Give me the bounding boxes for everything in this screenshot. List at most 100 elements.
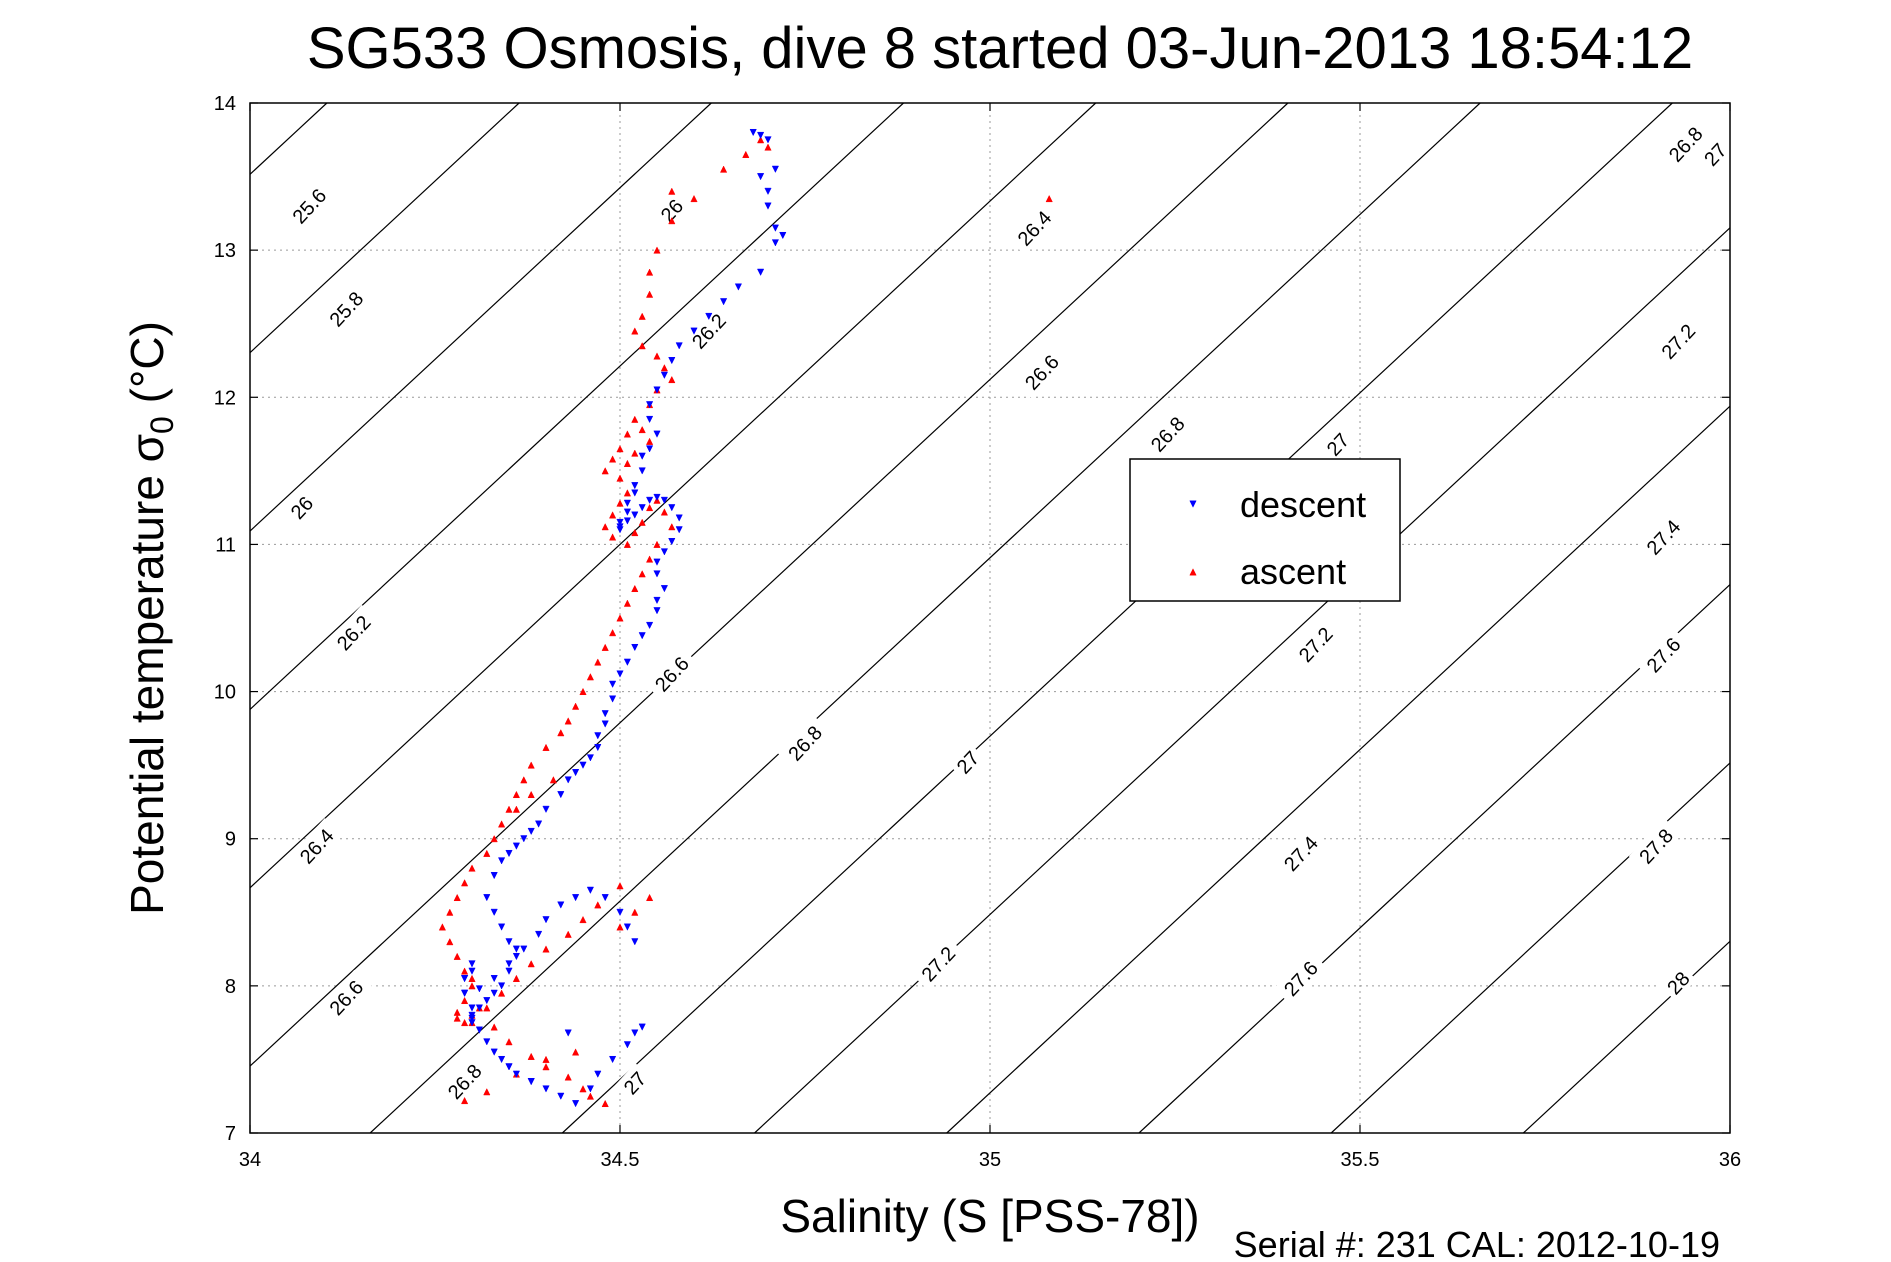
legend-box bbox=[1129, 458, 1401, 602]
ascent-point bbox=[453, 893, 461, 902]
ascent-point bbox=[579, 1085, 587, 1093]
ascent-point bbox=[453, 1014, 461, 1022]
ascent-point bbox=[645, 268, 654, 276]
ascent-point bbox=[446, 937, 454, 946]
descent-point bbox=[468, 1014, 476, 1022]
y-tick-label: 9 bbox=[225, 829, 236, 851]
ascent-point bbox=[690, 194, 698, 203]
ascent-point bbox=[564, 1073, 572, 1081]
descent-point bbox=[564, 776, 572, 784]
descent-point bbox=[675, 526, 683, 534]
ascent-point bbox=[668, 523, 676, 531]
ascent-point bbox=[653, 246, 661, 254]
descent-point bbox=[638, 632, 646, 640]
chart-title: SG533 Osmosis, dive 8 started 03-Jun-201… bbox=[307, 16, 1693, 81]
descent-point bbox=[653, 430, 661, 438]
ascent-point bbox=[571, 1048, 580, 1056]
descent-point bbox=[490, 1048, 498, 1056]
ascent-point bbox=[579, 915, 587, 924]
ascent-point bbox=[631, 415, 639, 423]
contour-label-background bbox=[1140, 406, 1194, 461]
descent-point bbox=[505, 849, 513, 858]
ascent-point bbox=[616, 499, 624, 507]
descent-point bbox=[460, 975, 469, 983]
ascent-point bbox=[527, 761, 535, 769]
descent-point bbox=[542, 805, 550, 814]
y-axis-label-unit: (°C) bbox=[121, 321, 173, 416]
descent-point bbox=[534, 930, 543, 939]
descent-point bbox=[542, 916, 550, 924]
ascent-point bbox=[638, 518, 646, 526]
descent-point bbox=[756, 268, 765, 276]
y-tick-label: 13 bbox=[214, 240, 236, 262]
contour-label-background bbox=[1628, 818, 1682, 873]
descent-point bbox=[586, 886, 595, 894]
ascent-point bbox=[564, 930, 572, 938]
descent-point bbox=[653, 596, 661, 605]
descent-point bbox=[638, 1023, 646, 1031]
ascent-point bbox=[616, 923, 624, 931]
descent-point bbox=[645, 401, 654, 409]
ascent-point bbox=[638, 570, 646, 578]
descent-points bbox=[460, 128, 787, 1108]
ascent-point bbox=[623, 459, 632, 467]
descent-point bbox=[653, 570, 661, 578]
descent-point bbox=[483, 1038, 491, 1046]
contour-label-background bbox=[910, 935, 964, 991]
ascent-point bbox=[483, 1004, 491, 1012]
contour-label-background bbox=[681, 303, 735, 358]
ascent-point bbox=[608, 455, 617, 463]
ascent-point bbox=[742, 150, 750, 158]
contour-label-background bbox=[282, 487, 321, 527]
y-tick-label: 12 bbox=[214, 387, 236, 409]
descent-point bbox=[631, 1029, 639, 1037]
ascent-point bbox=[460, 1018, 469, 1027]
contour-label-background bbox=[1695, 134, 1734, 173]
ascent-point bbox=[468, 982, 476, 990]
contour-line bbox=[249, 102, 520, 354]
descent-point bbox=[512, 1070, 521, 1078]
descent-point bbox=[520, 945, 528, 953]
descent-point bbox=[756, 173, 765, 181]
descent-point bbox=[571, 1100, 580, 1108]
contour-label-background bbox=[948, 742, 987, 781]
ascent-point bbox=[549, 776, 558, 784]
ascent-point bbox=[645, 893, 654, 902]
legend-marker-ascent bbox=[1189, 568, 1197, 576]
descent-point bbox=[645, 496, 654, 505]
descent-point bbox=[497, 857, 506, 865]
ascent-point bbox=[623, 599, 632, 607]
ascent-point bbox=[527, 790, 535, 799]
ascent-point bbox=[756, 136, 765, 144]
descent-point bbox=[653, 607, 661, 615]
descent-point bbox=[631, 482, 639, 490]
ascent-point bbox=[468, 974, 476, 982]
ascent-point bbox=[483, 1088, 491, 1096]
ascent-point bbox=[586, 1092, 595, 1100]
contour-label-background bbox=[1650, 313, 1704, 368]
contour-labels: 25.625.8262626.226.226.426.426.626.626.6… bbox=[281, 116, 1734, 1109]
descent-point bbox=[638, 504, 646, 512]
ascent-point bbox=[438, 923, 447, 931]
ascent-point bbox=[601, 467, 609, 475]
descent-point bbox=[608, 695, 617, 703]
descent-point bbox=[571, 894, 580, 902]
descent-point bbox=[505, 938, 513, 946]
descent-point bbox=[771, 165, 780, 173]
legend-label-ascent: ascent bbox=[1240, 551, 1346, 592]
contour-line bbox=[1522, 940, 1731, 1134]
contour-label-background bbox=[326, 604, 380, 660]
descent-point bbox=[527, 827, 535, 836]
legend-label-descent: descent bbox=[1240, 484, 1366, 525]
ascent-point bbox=[594, 901, 602, 909]
ascent-point bbox=[512, 790, 521, 799]
descent-point bbox=[512, 952, 521, 961]
ascent-point bbox=[520, 776, 528, 784]
ascent-point bbox=[668, 375, 676, 384]
descent-point bbox=[557, 901, 565, 909]
descent-point bbox=[594, 744, 602, 752]
descent-point bbox=[497, 982, 506, 990]
descent-point bbox=[616, 670, 624, 678]
contour-line bbox=[561, 102, 1673, 1134]
descent-point bbox=[631, 511, 639, 519]
